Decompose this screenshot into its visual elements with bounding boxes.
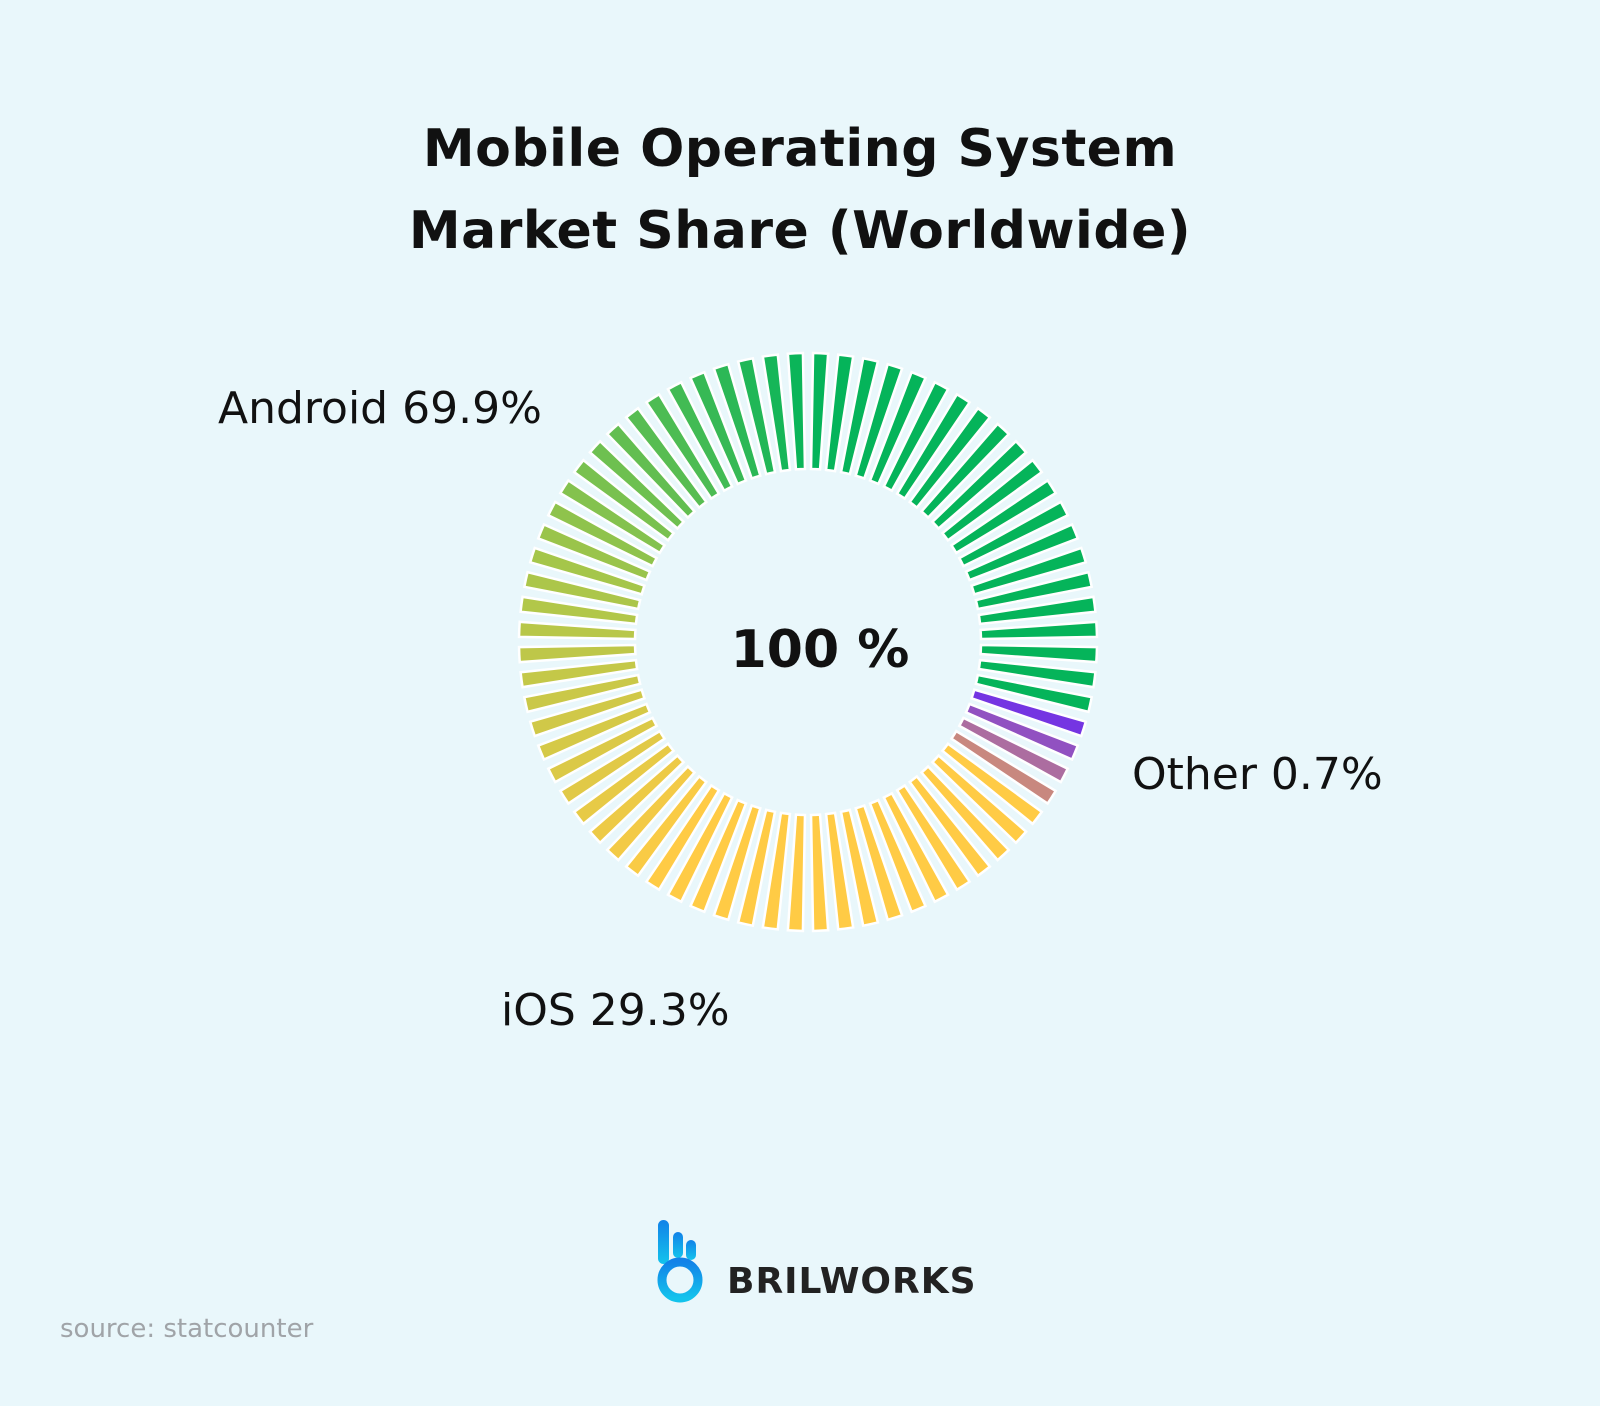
donut-segment (588, 439, 686, 531)
donut-segment (528, 546, 647, 596)
donut-segment (605, 764, 697, 862)
donut-segment (824, 353, 855, 473)
donut-segment (644, 783, 721, 892)
brilworks-logo-icon (657, 1220, 703, 1303)
donut-segment (546, 716, 659, 784)
donut-segments (517, 351, 1099, 933)
donut-segment (712, 362, 762, 481)
donut-segment (644, 392, 721, 501)
donut-segment (536, 522, 652, 582)
donut-segment (824, 811, 855, 931)
donut-segment (919, 422, 1011, 520)
donut-segment (736, 808, 777, 928)
donut-segment (919, 764, 1011, 862)
donut-segment (974, 570, 1094, 611)
donut-segment (688, 798, 748, 914)
donut-segment (854, 803, 904, 922)
donut-segment (907, 406, 992, 510)
donut-segment (786, 351, 807, 471)
donut-segment (517, 620, 637, 641)
donut-segment (949, 478, 1058, 555)
donut-segment (572, 458, 676, 543)
donut-segment (624, 406, 709, 510)
label-android: Android 69.9% (218, 383, 542, 434)
donut-segment (957, 716, 1070, 784)
donut-segment (868, 370, 928, 486)
chart-title-line-1: Mobile Operating System (422, 119, 1178, 179)
donut-segment (546, 500, 659, 568)
donut-segment (964, 522, 1080, 582)
donut-segment (688, 370, 748, 486)
donut-segment (761, 353, 792, 473)
donut-segment (809, 813, 830, 933)
donut-segment (930, 753, 1028, 845)
brand-name: BRILWORKS (727, 1261, 977, 1302)
donut-segment (895, 392, 972, 501)
donut-segment (522, 673, 642, 714)
donut-segment (588, 753, 686, 845)
donut-segment (979, 643, 1099, 664)
donut-segment (736, 356, 777, 476)
donut-segment (517, 643, 637, 664)
donut-segment (882, 380, 950, 493)
donut-segment (666, 380, 734, 493)
donut-segment (528, 688, 647, 738)
donut-segment (666, 791, 734, 904)
donut-segment (786, 813, 807, 933)
donut-segment (930, 439, 1028, 531)
label-ios: iOS 29.3% (501, 985, 730, 1036)
donut-segment (895, 783, 972, 892)
chart-title-line-2: Market Share (Worldwide) (408, 201, 1192, 261)
donut-segment (839, 356, 880, 476)
donut-center-total: 100 % (730, 620, 910, 680)
donut-segment (839, 808, 880, 928)
donut-segment (974, 673, 1094, 714)
donut-segment (761, 811, 792, 931)
donut-segment (572, 741, 676, 826)
donut-segment (969, 688, 1088, 738)
donut-segment (522, 570, 642, 611)
donut-segment (882, 791, 950, 904)
donut-segment (558, 729, 667, 806)
donut-segment (605, 422, 697, 520)
source-note: source: statcounter (60, 1314, 314, 1344)
donut-segment (868, 798, 928, 914)
donut-segment (624, 774, 709, 878)
donut-segment (940, 741, 1044, 826)
donut-segment (558, 478, 667, 555)
donut-segment (536, 702, 652, 762)
donut-segment (969, 546, 1088, 596)
donut-segment (977, 595, 1097, 626)
donut-segment (977, 658, 1097, 689)
donut-segment (957, 500, 1070, 568)
chart-title: Mobile Operating System Market Share (Wo… (0, 108, 1600, 272)
donut-segment (979, 620, 1099, 641)
label-other: Other 0.7% (1132, 749, 1383, 800)
donut-segment (519, 595, 639, 626)
donut-segment (809, 351, 830, 471)
donut-segment (964, 702, 1080, 762)
donut-segment (907, 774, 992, 878)
donut-segment (519, 658, 639, 689)
donut-segment (949, 729, 1058, 806)
donut-segment (712, 803, 762, 922)
donut-segment (854, 362, 904, 481)
donut-segment (940, 458, 1044, 543)
